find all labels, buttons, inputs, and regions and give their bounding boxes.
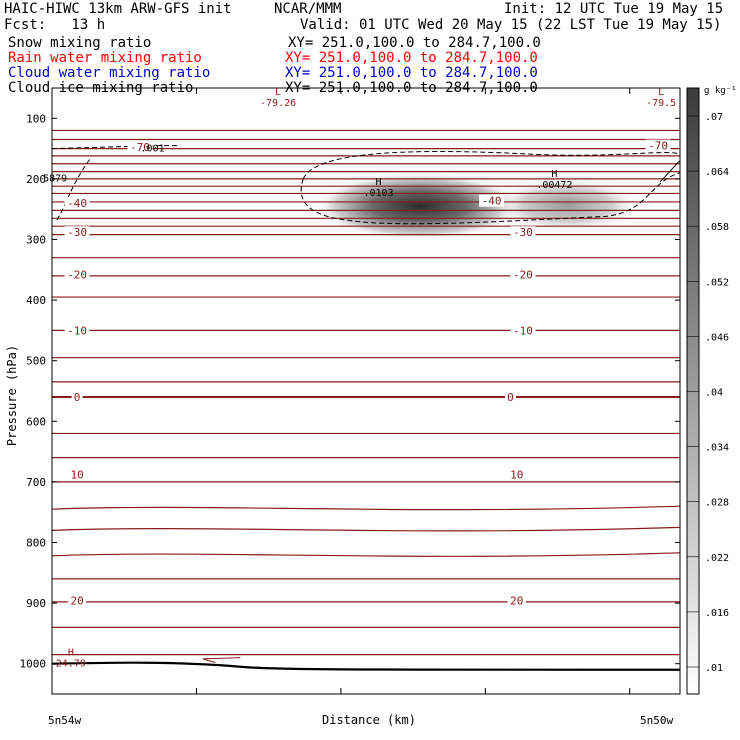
y-tick-label: 1000 xyxy=(20,658,47,671)
isotherm-label-bg xyxy=(68,594,87,607)
isotherm-label-bg xyxy=(504,391,516,404)
field-name-snow: Snow mixing ratio xyxy=(8,35,152,51)
colorbar-level-label: .04 xyxy=(705,388,723,399)
isotherm-label: 0 xyxy=(74,391,81,404)
colorbar-level-label: .022 xyxy=(705,553,729,564)
isotherm-label-bg xyxy=(479,194,505,207)
isotherm-label-bg xyxy=(64,197,90,210)
y-tick-label: 600 xyxy=(26,415,46,428)
isotherm-label: 10 xyxy=(510,469,523,482)
colorbar-level-label: .01 xyxy=(705,663,723,674)
hydrometeor-core-1 xyxy=(314,172,525,241)
isotherm-label-bg xyxy=(645,139,671,152)
colorbar-level-label: .016 xyxy=(705,608,729,619)
extremum-value: -79.5 xyxy=(646,98,676,109)
isotherm-label: -70 xyxy=(648,140,668,153)
y-tick-label: 500 xyxy=(26,355,46,368)
isotherm-label-bg xyxy=(64,226,90,239)
model-title: HAIC-HIWC 13km ARW-GFS init xyxy=(4,1,232,17)
colorbar-level-label: .07 xyxy=(705,112,723,123)
isotherm-label: -10 xyxy=(513,324,533,337)
isotherm-label: -40 xyxy=(482,195,502,208)
extremum-marker: L xyxy=(658,87,664,98)
cloud-boundary-contour xyxy=(300,151,681,225)
extremum-value: .00472 xyxy=(536,180,572,191)
isotherm-label-bg xyxy=(127,140,153,153)
extremum-marker: H xyxy=(376,177,382,188)
x-tick-label-left: 5n54w xyxy=(48,714,82,727)
colorbar-level-label: .034 xyxy=(705,443,729,454)
y-axis-label: Pressure (hPa) xyxy=(5,344,20,447)
center-title: NCAR/MMM xyxy=(274,1,342,17)
y-tick-label: 200 xyxy=(26,173,46,186)
x-tick-label-right: 5n50w xyxy=(640,714,674,727)
hydrometeor-core-2 xyxy=(491,176,642,233)
extremum-marker: H xyxy=(551,169,557,180)
y-tick-label: 400 xyxy=(26,294,46,307)
valid-time: Valid: 01 UTC Wed 20 May 15 (22 LST Tue … xyxy=(300,17,722,33)
colorbar-level-label: .028 xyxy=(705,498,729,509)
plot-frame xyxy=(51,87,681,695)
colorbar-ramp xyxy=(686,87,700,695)
isotherm-label: -30 xyxy=(67,226,87,239)
y-tick-label: 900 xyxy=(26,597,46,610)
isotherm-label-bg xyxy=(64,324,90,337)
upper-right-contour xyxy=(659,160,681,183)
field-xy-rain: XY= 251.0,100.0 to 284.7,100.0 xyxy=(285,50,538,66)
isotherm-label: 20 xyxy=(70,595,83,608)
upper-left-contour xyxy=(51,145,178,222)
extremum-value: -79.26 xyxy=(260,98,296,109)
colorbar-level-label: .064 xyxy=(705,167,729,178)
isotherm-line xyxy=(51,505,681,511)
isotherm-label-bg xyxy=(68,468,87,481)
isotherm-line xyxy=(51,552,681,557)
field-xy-snow: XY= 251.0,100.0 to 284.7,100.0 xyxy=(288,35,541,51)
init-time: Init: 12 UTC Tue 19 May 15 xyxy=(504,1,724,17)
isotherm-label: -70 xyxy=(130,141,150,154)
extremum-marker: L xyxy=(275,87,281,98)
contour-label: .001 xyxy=(140,143,164,154)
surface-isotherm-tail xyxy=(202,657,241,663)
isotherm-label-bg xyxy=(64,268,90,281)
colorbar-level-label: .058 xyxy=(705,222,729,233)
extremum-marker: H xyxy=(68,648,74,659)
x-axis-label: Distance (km) xyxy=(322,713,416,727)
isotherm-label-bg xyxy=(510,324,536,337)
isotherm-label-bg xyxy=(510,226,536,239)
isotherm-label-bg xyxy=(71,391,83,404)
y-tick-label: 300 xyxy=(26,234,46,247)
isotherm-label: 20 xyxy=(510,595,523,608)
colorbar-level-label: .046 xyxy=(705,332,729,343)
y-tick-label: 100 xyxy=(26,112,46,125)
terrain-surface-line xyxy=(51,661,681,671)
field-name-rain: Rain water mixing ratio xyxy=(8,50,202,66)
y-tick-label: 700 xyxy=(26,476,46,489)
extremum-value: .0103 xyxy=(364,188,394,199)
isotherm-label: -30 xyxy=(513,226,533,239)
colorbar-unit: g kg⁻¹ xyxy=(704,86,737,96)
isotherm-label: 10 xyxy=(70,469,83,482)
isotherm-label: -20 xyxy=(513,269,533,282)
colorbar-level-label: .052 xyxy=(705,277,729,288)
field-name-cloud-water: Cloud water mixing ratio xyxy=(8,65,211,81)
isotherm-line xyxy=(51,526,681,532)
isotherm-label: -40 xyxy=(67,197,87,210)
field-xy-cloud-water: XY= 251.0,100.0 to 284.7,100.0 xyxy=(285,65,538,81)
isotherm-label-bg xyxy=(510,268,536,281)
isotherm-label: -20 xyxy=(67,269,87,282)
isotherm-label-bg xyxy=(507,468,526,481)
isotherm-label: -10 xyxy=(67,324,87,337)
extremum-value: 24.79 xyxy=(56,659,86,670)
isotherm-label-bg xyxy=(507,594,526,607)
y-tick-label: 800 xyxy=(26,537,46,550)
forecast-hour: Fcst: 13 h xyxy=(4,17,106,33)
isotherm-label: 0 xyxy=(507,391,514,404)
